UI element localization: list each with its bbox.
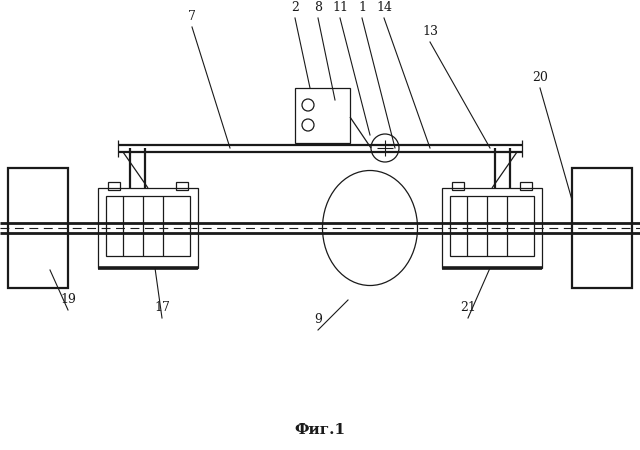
Text: 9: 9 bbox=[314, 313, 322, 326]
Text: 11: 11 bbox=[332, 1, 348, 14]
Bar bbox=[98, 188, 198, 268]
Text: 13: 13 bbox=[422, 25, 438, 38]
Text: 2: 2 bbox=[291, 1, 299, 14]
Text: 21: 21 bbox=[460, 301, 476, 314]
Bar bbox=[108, 182, 120, 190]
Text: 20: 20 bbox=[532, 71, 548, 84]
Text: 8: 8 bbox=[314, 1, 322, 14]
Bar bbox=[442, 188, 542, 268]
Text: 1: 1 bbox=[358, 1, 366, 14]
Text: 7: 7 bbox=[188, 10, 196, 23]
Text: 19: 19 bbox=[60, 293, 76, 306]
Bar bbox=[452, 182, 464, 190]
Text: Фиг.1: Фиг.1 bbox=[294, 423, 346, 437]
Bar bbox=[106, 196, 190, 256]
Text: 14: 14 bbox=[376, 1, 392, 14]
Bar bbox=[176, 182, 188, 190]
Bar bbox=[8, 168, 68, 288]
Text: 17: 17 bbox=[154, 301, 170, 314]
Bar bbox=[295, 88, 350, 143]
Bar bbox=[520, 182, 532, 190]
Bar bbox=[572, 168, 632, 288]
Bar bbox=[450, 196, 534, 256]
